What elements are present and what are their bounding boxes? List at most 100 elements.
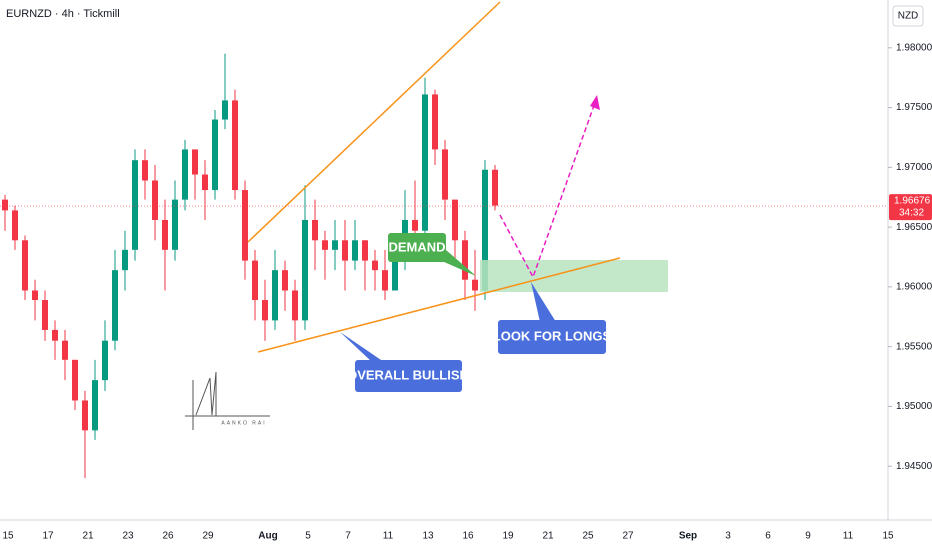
candle-body — [82, 400, 88, 431]
axis-overlay: 1.94500 1.95000 1.95500 1.96000 1.96500 1.970… — [0, 42, 932, 542]
y-tick-label: 1.95000 — [896, 401, 932, 412]
candle-body — [372, 260, 378, 271]
lower-trendline — [257, 257, 621, 353]
y-tick-label: 1.97000 — [896, 162, 932, 173]
longs-box — [498, 320, 606, 354]
candle-body — [142, 160, 148, 181]
current-price-label: 1.96676 — [894, 196, 931, 207]
candle-body — [262, 300, 268, 321]
y-tick-label: 1.97500 — [896, 102, 932, 113]
candle-body — [162, 219, 168, 250]
x-tick-label: 11 — [383, 531, 394, 542]
y-tick-label: 1.94500 — [896, 461, 932, 472]
symbol-title: EURNZD · 4h · Tickmill — [6, 8, 120, 20]
x-tick-label: 9 — [805, 531, 811, 542]
candle-body — [52, 329, 58, 341]
countdown-label: 34:32 — [899, 208, 924, 219]
upper-trendline — [247, 1, 501, 243]
candle-body — [222, 100, 228, 120]
x-tick-label: 7 — [345, 531, 351, 542]
candle-body — [42, 300, 48, 330]
x-tick-label: 15 — [2, 531, 14, 542]
x-tick-label: 26 — [162, 531, 174, 542]
candle-body — [462, 240, 468, 280]
candle-body — [352, 240, 358, 261]
price-tag — [889, 194, 932, 221]
y-tick-label: 1.96000 — [896, 282, 932, 293]
demand-label: DEMAND — [388, 239, 445, 254]
x-tick-label: 17 — [42, 531, 54, 542]
candle-body — [482, 169, 488, 291]
candle-body — [242, 190, 248, 261]
candle-body — [72, 359, 78, 401]
x-tick-label: Sep — [679, 531, 697, 542]
x-tick-label: 27 — [622, 531, 634, 542]
candles — [2, 53, 498, 479]
candle-body — [62, 340, 68, 360]
candle-body — [102, 340, 108, 381]
candle-body — [342, 240, 348, 261]
candle-body — [172, 199, 178, 250]
candle-body — [382, 270, 388, 291]
x-tick-label: 19 — [502, 531, 514, 542]
candle-body — [452, 199, 458, 241]
candle-body — [192, 149, 198, 175]
x-tick-label: 5 — [305, 531, 311, 542]
y-tick-label: 1.95500 — [896, 341, 932, 352]
candle-body — [152, 180, 158, 220]
candle-body — [252, 260, 258, 301]
candle-body — [92, 380, 98, 431]
candle-body — [292, 290, 298, 321]
bullish-box — [355, 360, 462, 392]
currency-box — [892, 5, 924, 27]
candle-body — [442, 149, 448, 200]
candle-body — [322, 240, 328, 250]
x-tick-label: Aug — [258, 531, 277, 542]
signature — [185, 371, 270, 430]
x-tick-label: 16 — [462, 531, 474, 542]
candle-body — [422, 94, 428, 231]
candle-body — [472, 279, 478, 291]
x-tick-label: 25 — [582, 531, 594, 542]
x-tick-label: 29 — [202, 531, 214, 542]
candle-body — [302, 219, 308, 321]
candle-body — [132, 160, 138, 250]
candle-body — [212, 119, 218, 191]
candle-body — [232, 100, 238, 191]
candle-body — [312, 219, 318, 241]
longs-label: LOOK FOR LONGS — [493, 328, 612, 343]
candle-body — [362, 240, 368, 261]
candle-body — [432, 94, 438, 150]
candle-body — [22, 240, 28, 291]
bullish-label: OVERALL BULLISH — [347, 367, 469, 382]
y-tick-label: 1.96500 — [896, 222, 932, 233]
arrow-head — [590, 95, 600, 110]
candle-body — [112, 270, 118, 341]
candle-body — [12, 210, 18, 241]
y-tick-label: 1.98000 — [896, 42, 932, 53]
candle-body — [392, 260, 398, 291]
longs-pointer — [531, 282, 556, 322]
x-tick-label: 6 — [765, 531, 771, 542]
candle-body — [182, 149, 188, 200]
x-tick-label: 21 — [542, 531, 554, 542]
demand-box — [388, 233, 446, 262]
candle-body — [492, 169, 498, 206]
candle-body — [2, 199, 8, 211]
x-tick-label: 13 — [422, 531, 434, 542]
x-tick-label: 11 — [843, 531, 854, 542]
currency-label: NZD — [898, 11, 919, 22]
x-tick-label: 21 — [82, 531, 94, 542]
watermark: AANKO RAI — [221, 420, 266, 426]
candle-body — [272, 270, 278, 321]
candle-body — [282, 270, 288, 291]
candle-body — [332, 240, 338, 250]
candle-body — [122, 249, 128, 271]
candle-body — [412, 219, 418, 231]
candle-body — [202, 174, 208, 191]
x-tick-label: 15 — [882, 531, 894, 542]
x-tick-label: 3 — [725, 531, 731, 542]
x-tick-label: 23 — [122, 531, 134, 542]
